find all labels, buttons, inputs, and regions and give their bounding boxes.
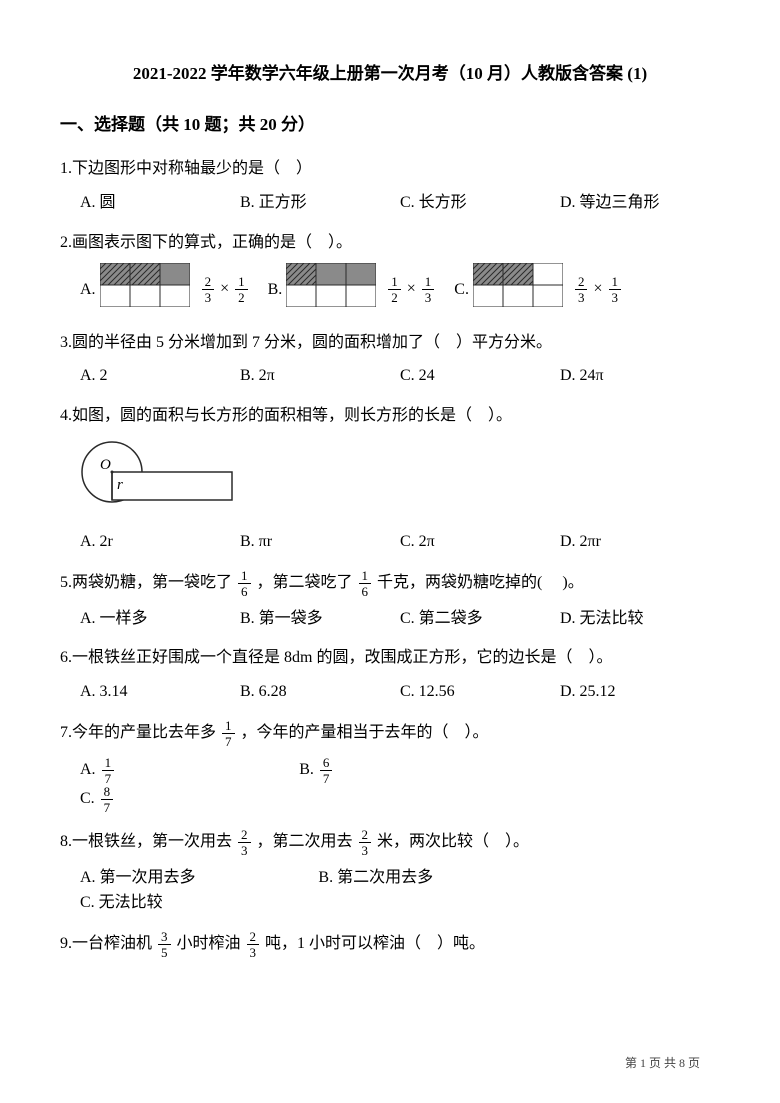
q2-c-figure (473, 263, 563, 316)
q5-frac1: 16 (238, 569, 251, 598)
q2-opt-c: C. 23 × 13 (454, 263, 623, 316)
q2-a-figure (100, 263, 190, 316)
question-9: 9.一台榨油机 35 小时榨油 23 吨，1 小时可以榨油（ ）吨。 (60, 930, 720, 959)
q2-b-svg (286, 263, 376, 307)
q4-figure: O r (80, 437, 720, 516)
q2-opt-a: A. 23 × 12 (80, 263, 250, 316)
q1-opt-d: D. 等边三角形 (560, 190, 712, 216)
q5-opt-a: A. 一样多 (80, 606, 232, 632)
q5-frac2: 16 (359, 569, 372, 598)
q5-opt-d: D. 无法比较 (560, 606, 712, 632)
q4-opt-c: C. 2π (400, 529, 552, 555)
exam-title: 2021-2022 学年数学六年级上册第一次月考（10 月）人教版含答案 (1) (60, 60, 720, 87)
q2-a-svg (100, 263, 190, 307)
q4-opt-b: B. πr (240, 529, 392, 555)
question-7: 7.今年的产量比去年多 17 ，今年的产量相当于去年的（ ）。 A. 17 B.… (60, 719, 720, 814)
q2-c-label: C. (454, 277, 469, 303)
question-1: 1.下边图形中对称轴最少的是（ ） A. 圆 B. 正方形 C. 长方形 D. … (60, 156, 720, 215)
q1-opt-a: A. 圆 (80, 190, 232, 216)
q2-b-figure (286, 263, 376, 316)
question-2: 2.画图表示图下的算式，正确的是（ ）。 A. 23 × 12 B. (60, 230, 720, 316)
q3-opt-d: D. 24π (560, 363, 712, 389)
q8-text: 8.一根铁丝，第一次用去 23 ，第二次用去 23 米，两次比较（ ）。 (60, 828, 720, 857)
q1-opt-b: B. 正方形 (240, 190, 392, 216)
q3-opt-a: A. 2 (80, 363, 232, 389)
q4-svg: O r (80, 437, 270, 507)
q4-label-o: O (100, 457, 111, 473)
q9-frac1: 35 (158, 930, 171, 959)
q5-opt-c: C. 第二袋多 (400, 606, 552, 632)
q6-text: 6.一根铁丝正好围成一个直径是 8dm 的圆，改围成正方形，它的边长是（ ）。 (60, 645, 720, 671)
q5-opt-b: B. 第一袋多 (240, 606, 392, 632)
q3-opt-b: B. 2π (240, 363, 392, 389)
question-5: 5.两袋奶糖，第一袋吃了 16 ，第二袋吃了 16 千克，两袋奶糖吃掉的( )。… (60, 569, 720, 632)
q5-text: 5.两袋奶糖，第一袋吃了 16 ，第二袋吃了 16 千克，两袋奶糖吃掉的( )。 (60, 569, 720, 598)
q4-label-r: r (117, 477, 123, 493)
q2-opt-b: B. 12 × 13 (268, 263, 437, 316)
question-8: 8.一根铁丝，第一次用去 23 ，第二次用去 23 米，两次比较（ ）。 A. … (60, 828, 720, 916)
q2-c-op: × (593, 280, 602, 297)
q4-opt-a: A. 2r (80, 529, 232, 555)
q7-opt-c: C. 87 (80, 785, 291, 814)
q6-opt-d: D. 25.12 (560, 679, 712, 705)
q8-frac1: 23 (238, 828, 251, 857)
q9-text: 9.一台榨油机 35 小时榨油 23 吨，1 小时可以榨油（ ）吨。 (60, 930, 720, 959)
q7-frac: 17 (222, 719, 235, 748)
q1-opt-c: C. 长方形 (400, 190, 552, 216)
q6-opt-c: C. 12.56 (400, 679, 552, 705)
q2-b-frac2: 13 (422, 275, 435, 304)
q2-b-frac1: 12 (388, 275, 401, 304)
q2-a-frac2: 12 (235, 275, 248, 304)
q6-opt-b: B. 6.28 (240, 679, 392, 705)
q2-b-op: × (407, 280, 416, 297)
question-4: 4.如图，圆的面积与长方形的面积相等，则长方形的长是（ ）。 O r A. 2r… (60, 403, 720, 555)
q3-opt-c: C. 24 (400, 363, 552, 389)
q7-opt-b: B. 67 (299, 756, 510, 785)
question-6: 6.一根铁丝正好围成一个直径是 8dm 的圆，改围成正方形，它的边长是（ ）。 … (60, 645, 720, 704)
q2-a-op: × (220, 280, 229, 297)
q4-opt-d: D. 2πr (560, 529, 712, 555)
q8-opt-a: A. 第一次用去多 (80, 865, 310, 891)
q2-b-label: B. (268, 277, 283, 303)
q2-a-frac1: 23 (202, 275, 215, 304)
q7-opt-a: A. 17 (80, 756, 291, 785)
q6-opt-a: A. 3.14 (80, 679, 232, 705)
q7-text: 7.今年的产量比去年多 17 ，今年的产量相当于去年的（ ）。 (60, 719, 720, 748)
q4-text: 4.如图，圆的面积与长方形的面积相等，则长方形的长是（ ）。 (60, 403, 720, 429)
q2-c-frac2: 13 (609, 275, 622, 304)
q2-c-frac1: 23 (575, 275, 588, 304)
page-footer: 第 1 页 共 8 页 (625, 1054, 700, 1073)
q1-text: 1.下边图形中对称轴最少的是（ ） (60, 156, 720, 182)
question-3: 3.圆的半径由 5 分米增加到 7 分米，圆的面积增加了（ ）平方分米。 A. … (60, 330, 720, 389)
q3-text: 3.圆的半径由 5 分米增加到 7 分米，圆的面积增加了（ ）平方分米。 (60, 330, 720, 356)
q2-text: 2.画图表示图下的算式，正确的是（ ）。 (60, 230, 720, 256)
q8-opt-c: C. 无法比较 (80, 890, 259, 916)
section-1-heading: 一、选择题（共 10 题；共 20 分） (60, 111, 720, 138)
q2-c-svg (473, 263, 563, 307)
q9-frac2: 23 (247, 930, 260, 959)
q2-a-label: A. (80, 277, 96, 303)
q8-frac2: 23 (359, 828, 372, 857)
q8-opt-b: B. 第二次用去多 (318, 865, 548, 891)
